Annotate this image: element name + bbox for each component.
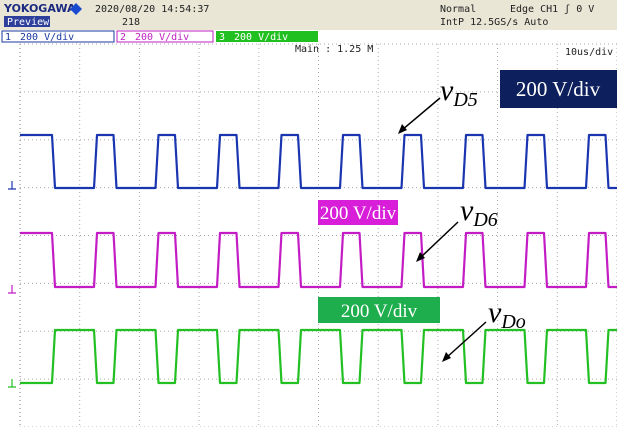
ground-marker	[8, 181, 16, 189]
do-label: vDo	[488, 296, 526, 333]
waveforms	[8, 135, 617, 387]
trigger: Edge CH1 ʃ 0 V	[510, 4, 594, 15]
timestamp: 2020/08/20 14:54:37	[95, 4, 209, 15]
brand: YOKOGAWA	[3, 2, 76, 15]
ch2-number: 2	[120, 32, 126, 43]
scope-screen: YOKOGAWA Preview 2020/08/20 14:54:37 218…	[0, 0, 617, 427]
ground-marker	[8, 379, 16, 387]
ground-marker	[8, 285, 16, 293]
d5-arrow	[402, 98, 440, 130]
symbol: v	[440, 74, 454, 107]
subscript: D5	[452, 89, 477, 111]
ch2-scale: 200 V/div	[135, 32, 189, 43]
symbol: v	[488, 296, 502, 329]
record: Main : 1.25 M	[295, 44, 373, 55]
trigger-mode: Normal	[440, 4, 476, 15]
ch3-scale: 200 V/div	[234, 32, 288, 43]
subscript: D6	[472, 209, 497, 231]
do-scale: 200 V/div	[341, 301, 418, 322]
d5-label: vD5	[440, 74, 478, 111]
do-arrowhead	[442, 352, 451, 362]
d5-arrowhead	[398, 124, 407, 134]
timebase: 10us/div	[565, 47, 613, 58]
d6-scale: 200 V/div	[320, 203, 397, 224]
mode: Preview	[7, 17, 50, 28]
subscript: Do	[500, 311, 525, 333]
d6-arrowhead	[416, 252, 425, 262]
ch1-number: 1	[5, 32, 11, 43]
sampling: IntP 12.5GS/s Auto	[440, 17, 548, 28]
symbol: v	[460, 194, 474, 227]
d6-arrow	[420, 222, 458, 258]
count: 218	[122, 17, 140, 28]
do-arrow	[446, 322, 486, 358]
ch1-scale: 200 V/div	[20, 32, 74, 43]
d6-label: vD6	[460, 194, 498, 231]
page: YOKOGAWA Preview 2020/08/20 14:54:37 218…	[0, 0, 617, 427]
ch3-number: 3	[219, 32, 225, 43]
d5-scale: 200 V/div	[516, 77, 601, 101]
